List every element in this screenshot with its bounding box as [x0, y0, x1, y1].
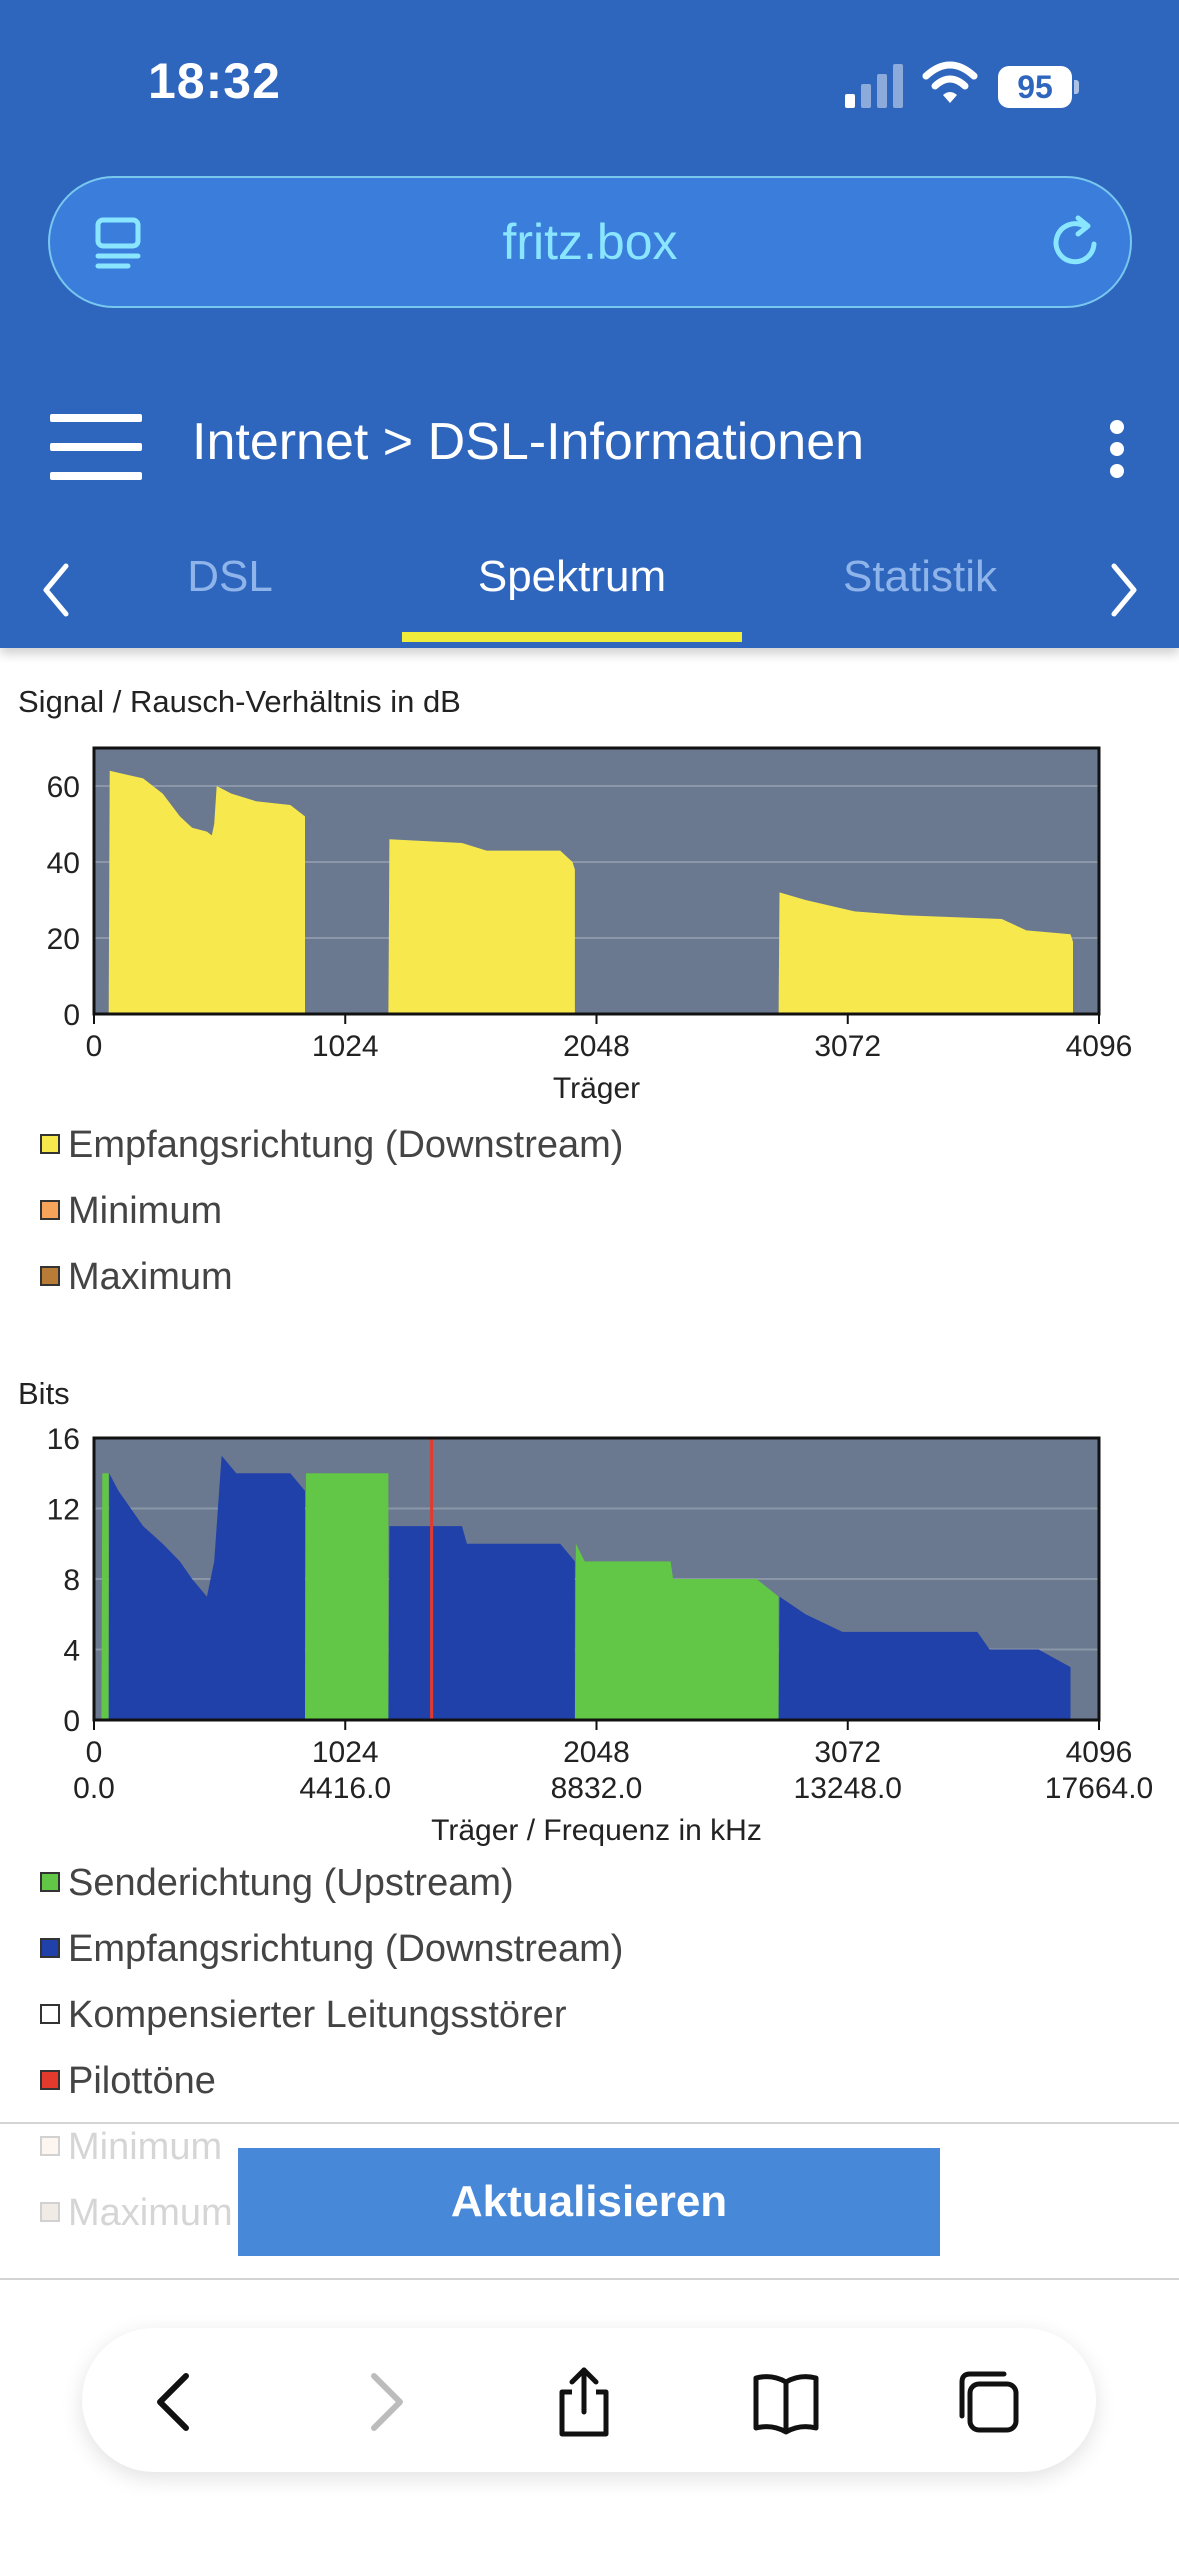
tab-spektrum[interactable]: Spektrum — [477, 552, 667, 601]
y-tick-label: 0 — [63, 1705, 80, 1738]
legend-label: Minimum — [68, 2126, 223, 2168]
legend-item: Minimum — [40, 2126, 222, 2169]
x-tick-label-freq: 8832.0 — [551, 1772, 643, 1805]
x-tick-label: 2048 — [563, 1030, 630, 1063]
legend-swatch — [40, 2003, 60, 2024]
snr-chart: 0 20 40 60 0 1024 2048 3072 4096 Träger — [47, 746, 1133, 1105]
legend-swatch — [40, 2201, 60, 2222]
url-text[interactable]: fritz.box — [502, 214, 678, 270]
x-tick-label: 4096 — [1066, 1736, 1133, 1769]
legend-item: Maximum — [40, 1256, 233, 1299]
tab-dsl[interactable]: DSL — [187, 552, 273, 601]
bits-chart: 048121600.010244416.020488832.0307213248… — [47, 1423, 1154, 1847]
breadcrumb: Internet > DSL-Informationen — [192, 413, 865, 471]
y-tick-label: 12 — [47, 1494, 80, 1527]
legend-item: Empfangsrichtung (Downstream) — [40, 1124, 623, 1167]
cellular-signal-icon — [845, 64, 903, 108]
y-tick-label: 0 — [63, 999, 80, 1032]
y-tick-label: 20 — [47, 923, 80, 956]
legend-label: Pilottöne — [68, 2060, 216, 2102]
y-tick-label: 40 — [47, 847, 80, 880]
legend-item: Kompensierter Leitungsstörer — [40, 1994, 566, 2037]
wifi-icon — [922, 61, 978, 103]
snr-chart-title: Signal / Rausch-Verhältnis in dB — [18, 684, 461, 719]
battery-level: 95 — [998, 66, 1072, 108]
x-tick-label-freq: 17664.0 — [1045, 1772, 1153, 1805]
x-tick-label: 3072 — [814, 1736, 881, 1769]
divider — [0, 2122, 1179, 2124]
active-tab-indicator — [402, 632, 742, 642]
legend-label: Kompensierter Leitungsstörer — [68, 1994, 567, 2036]
browser-toolbar — [82, 2328, 1096, 2472]
status-bar: 18:32 95 — [0, 0, 1179, 170]
series-area-0 — [574, 1543, 779, 1720]
series-area-0 — [305, 1473, 389, 1720]
x-tick-label: 0 — [86, 1030, 103, 1063]
x-tick-label: 3072 — [814, 1030, 881, 1063]
series-area-1 — [108, 1455, 305, 1720]
bookmarks-icon[interactable] — [750, 2366, 822, 2438]
legend-label: Empfangsrichtung (Downstream) — [68, 1124, 624, 1166]
series-area-0 — [101, 1473, 109, 1720]
series-area-1 — [778, 1596, 1071, 1720]
series-area-0 — [778, 892, 1073, 1014]
legend-item: Pilottöne — [40, 2060, 216, 2103]
series-area-0 — [388, 839, 575, 1014]
page-menu-icon[interactable] — [92, 216, 144, 270]
x-tick-label: 2048 — [563, 1736, 630, 1769]
legend-label: Senderichtung (Upstream) — [68, 1862, 514, 1904]
x-tick-label-freq: 0.0 — [73, 1772, 115, 1805]
tab-prev-icon[interactable] — [36, 560, 76, 620]
series-area-0 — [108, 770, 305, 1014]
x-axis-label: Träger / Frequenz in kHz — [431, 1814, 762, 1847]
x-axis-label: Träger — [553, 1072, 640, 1105]
divider — [0, 2278, 1179, 2280]
legend-swatch — [40, 1265, 60, 1286]
more-options-icon[interactable] — [1104, 418, 1132, 480]
status-time: 18:32 — [148, 53, 281, 109]
tab-next-icon[interactable] — [1104, 560, 1144, 620]
legend-label: Maximum — [68, 1256, 233, 1298]
legend-swatch — [40, 2135, 60, 2156]
legend-item: Senderichtung (Upstream) — [40, 1862, 514, 1905]
app-header — [0, 0, 1179, 648]
x-tick-label: 1024 — [312, 1030, 379, 1063]
menu-icon[interactable] — [50, 414, 142, 480]
x-tick-label-freq: 13248.0 — [794, 1772, 902, 1805]
x-tick-label: 4096 — [1066, 1030, 1133, 1063]
legend-label: Maximum — [68, 2192, 233, 2234]
bits-chart-title: Bits — [18, 1376, 70, 1411]
legend-swatch — [40, 2069, 60, 2090]
x-tick-label: 1024 — [312, 1736, 379, 1769]
x-tick-label: 0 — [86, 1736, 103, 1769]
legend-swatch — [40, 1133, 60, 1154]
back-icon[interactable] — [140, 2366, 212, 2438]
legend-label: Empfangsrichtung (Downstream) — [68, 1928, 624, 1970]
legend-swatch — [40, 1871, 60, 1892]
legend-label: Minimum — [68, 1190, 223, 1232]
legend-item: Maximum — [40, 2192, 233, 2235]
legend-item: Minimum — [40, 1190, 222, 1233]
series-area-1 — [388, 1526, 575, 1720]
tab-statistik[interactable]: Statistik — [842, 552, 998, 601]
forward-icon[interactable] — [348, 2366, 420, 2438]
reload-icon[interactable] — [1048, 214, 1104, 270]
y-tick-label: 60 — [47, 771, 80, 804]
tabs-icon[interactable] — [952, 2366, 1024, 2438]
legend-swatch — [40, 1199, 60, 1220]
legend-item: Empfangsrichtung (Downstream) — [40, 1928, 623, 1971]
y-tick-label: 16 — [47, 1423, 80, 1456]
y-tick-label: 8 — [63, 1564, 80, 1597]
battery-icon: 95 — [998, 66, 1079, 108]
x-tick-label-freq: 4416.0 — [299, 1772, 391, 1805]
address-bar[interactable]: fritz.box — [48, 176, 1132, 308]
refresh-button[interactable]: Aktualisieren — [238, 2148, 940, 2256]
share-icon[interactable] — [548, 2366, 620, 2438]
y-tick-label: 4 — [63, 1635, 80, 1668]
legend-swatch — [40, 1937, 60, 1958]
